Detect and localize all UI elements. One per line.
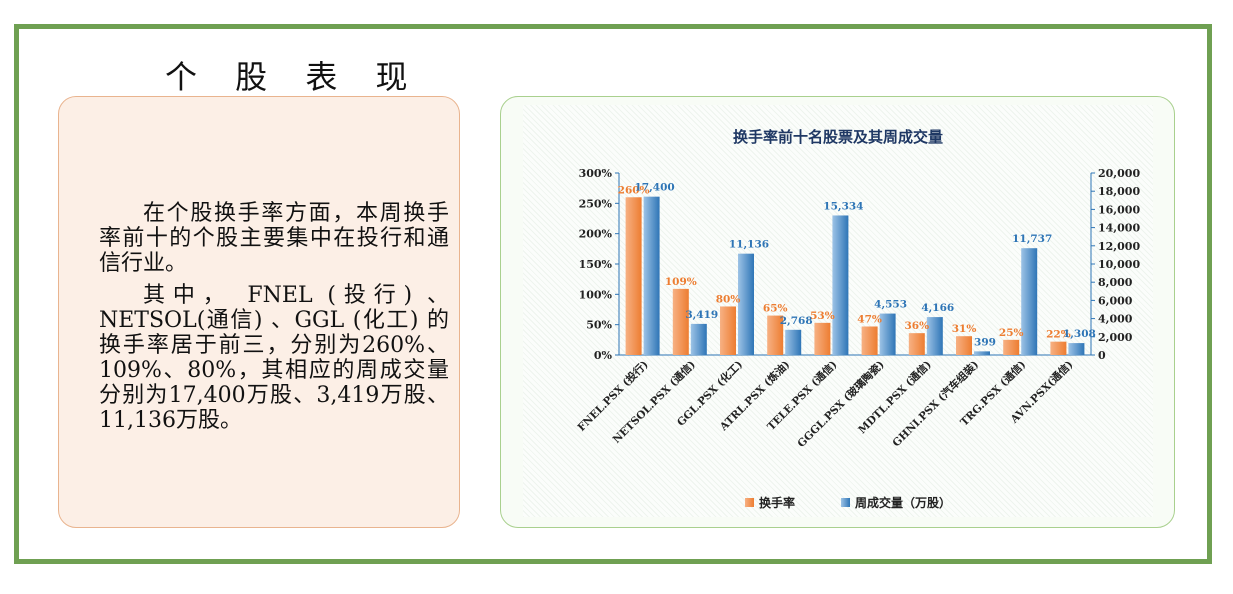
volume-data-label: 11,737 xyxy=(1012,233,1052,245)
turnover-data-label: 109% xyxy=(665,276,697,288)
volume-data-label: 399 xyxy=(974,336,996,348)
y-right-tick-label: 4,000 xyxy=(1098,313,1133,326)
turnover-data-label: 22% xyxy=(1046,329,1071,341)
turnover-data-label: 53% xyxy=(810,310,835,322)
summary-paragraph-1: 在个股换手率方面，本周换手率前十的个股主要集中在投行和通信行业。 xyxy=(99,201,449,276)
turnover-bar xyxy=(1050,341,1067,355)
y-left-tick-label: 50% xyxy=(586,319,612,332)
turnover-bar xyxy=(861,326,878,355)
chart-panel: 换手率前十名股票及其周成交量 0% 50% 100% 150% 200% 250% 300%… xyxy=(500,96,1175,528)
page-title: 个 股 表 现 xyxy=(165,58,422,96)
y-right-tick-label: 16,000 xyxy=(1098,203,1140,216)
volume-bar xyxy=(832,215,849,355)
volume-bar xyxy=(974,351,990,355)
y-right-tick-label: 12,000 xyxy=(1098,240,1140,253)
y-right-tick-label: 18,000 xyxy=(1098,185,1140,198)
turnover-bar xyxy=(767,315,784,355)
chart-bars xyxy=(625,196,1085,355)
chart-title: 换手率前十名股票及其周成交量 xyxy=(733,128,943,146)
y-right-tick-label: 20,000 xyxy=(1098,167,1140,180)
volume-data-label: 4,166 xyxy=(921,302,954,314)
legend-label-turnover: 换手率 xyxy=(759,495,795,510)
volume-bar xyxy=(738,253,754,355)
volume-data-label: 1,308 xyxy=(1063,328,1096,340)
x-category-label: GHNI.PSX (汽车组装) xyxy=(890,358,981,449)
summary-paragraph-2: 其中， FNEL (投行) 、NETSOL(通信) 、GGL (化工) 的换手率… xyxy=(99,283,449,433)
y-right-tick-label: 6,000 xyxy=(1098,294,1133,307)
turnover-volume-chart: 换手率前十名股票及其周成交量 0% 50% 100% 150% 200% 250% 300%… xyxy=(575,128,1141,510)
y-right-tick-label: 0 xyxy=(1098,349,1106,362)
volume-bar xyxy=(1068,343,1085,355)
volume-data-label: 3,419 xyxy=(685,309,718,321)
volume-data-label: 17,400 xyxy=(635,182,675,194)
turnover-bar xyxy=(908,333,925,355)
volume-data-label: 11,136 xyxy=(729,239,769,251)
summary-text-box: 在个股换手率方面，本周换手率前十的个股主要集中在投行和通信行业。 其中， FNE… xyxy=(58,96,460,528)
volume-bar xyxy=(1021,248,1038,355)
y-left-tick-label: 0% xyxy=(594,349,613,362)
y-left-tick-label: 200% xyxy=(579,228,613,241)
turnover-data-label: 65% xyxy=(763,303,788,315)
turnover-bar xyxy=(956,336,972,355)
turnover-data-label: 31% xyxy=(952,323,977,335)
turnover-data-label: 36% xyxy=(905,320,930,332)
turnover-bar xyxy=(814,322,831,355)
volume-bar xyxy=(926,317,943,355)
y-right-tick-label: 8,000 xyxy=(1098,276,1133,289)
turnover-bar xyxy=(720,306,736,355)
volume-bar xyxy=(879,313,896,355)
volume-bar xyxy=(785,329,802,355)
legend-swatch-volume xyxy=(841,498,850,507)
volume-data-label: 2,768 xyxy=(780,315,813,327)
chart-legend: 换手率 周成交量（万股） xyxy=(745,495,951,510)
y-left-tick-label: 300% xyxy=(579,167,613,180)
turnover-data-label: 25% xyxy=(999,327,1024,339)
x-category-label: NETSOL.PSX (通信) xyxy=(610,358,698,446)
turnover-bar xyxy=(625,197,642,355)
y-left-tick-label: 250% xyxy=(579,197,613,210)
legend-swatch-turnover xyxy=(745,498,754,507)
y-right-tick-label: 14,000 xyxy=(1098,222,1140,235)
turnover-bar xyxy=(1003,339,1020,355)
turnover-bar xyxy=(672,288,689,355)
x-category-label: GGGL.PSX (玻璃陶瓷) xyxy=(795,358,887,450)
volume-bar xyxy=(690,323,707,355)
turnover-data-label: 80% xyxy=(716,293,741,305)
volume-data-label: 15,334 xyxy=(823,200,863,212)
y-left-tick-label: 150% xyxy=(579,258,613,271)
turnover-data-label: 47% xyxy=(857,313,882,325)
legend-label-volume: 周成交量（万股） xyxy=(855,495,951,510)
y-right-tick-label: 10,000 xyxy=(1098,258,1140,271)
y-right-tick-label: 2,000 xyxy=(1098,331,1133,344)
volume-data-label: 4,553 xyxy=(874,299,907,311)
y-left-tick-label: 100% xyxy=(579,288,613,301)
turnover-data-label: 260% xyxy=(618,184,650,196)
volume-bar xyxy=(643,196,660,355)
